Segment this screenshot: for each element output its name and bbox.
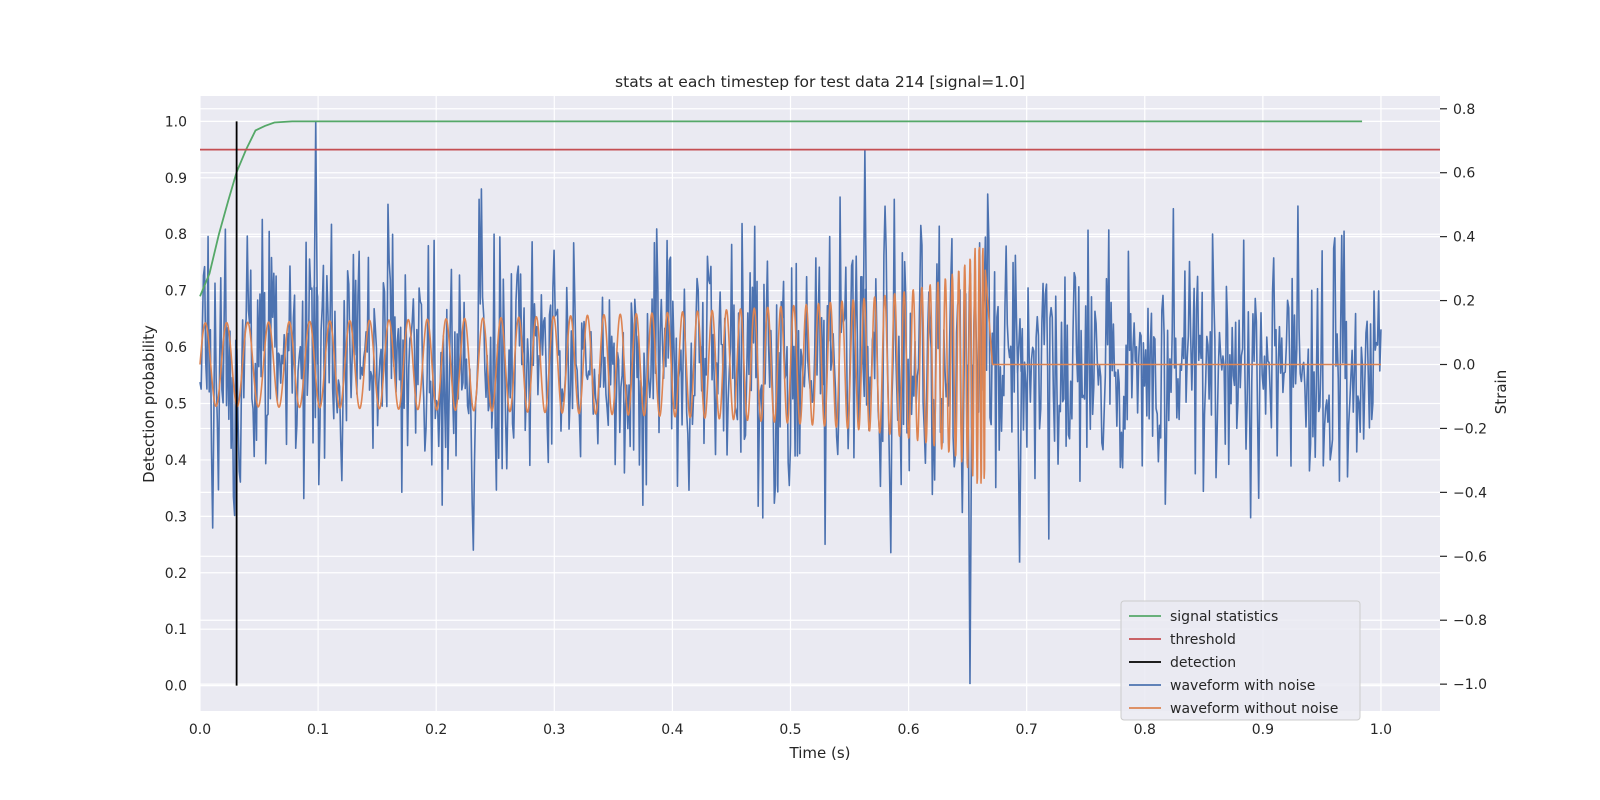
right-y-tick-label: −0.4 [1453,485,1487,501]
x-tick-label: 0.5 [779,722,801,738]
left-y-axis: 0.0 0.1 0.2 0.3 0.4 0.5 0.6 0.7 0.8 0.9 1.0 [165,114,187,694]
x-tick-label: 0.8 [1134,722,1156,738]
series-signal-statistics [199,120,1363,297]
left-y-tick-label: 1.0 [165,114,187,130]
left-y-tick-label: 0.6 [165,340,187,356]
x-tick-label: 0.6 [897,722,919,738]
waveform-with-noise-spike [1016,364,1023,563]
x-tick-label: 0.7 [1016,722,1038,738]
legend-label-waveform-without-noise: waveform without noise [1170,701,1338,717]
legend-label-detection: detection [1170,655,1236,671]
right-y-tick-label: 0.6 [1453,166,1475,182]
left-y-tick-label: 0.5 [165,397,187,413]
legend-label-waveform-with-noise: waveform with noise [1170,678,1315,694]
legend-label-threshold: threshold [1170,632,1236,648]
right-y-tick-label: 0.2 [1453,294,1475,310]
x-tick-label: 0.9 [1252,722,1274,738]
legend-label-signal-statistics: signal statistics [1170,609,1278,625]
x-tick-label: 0.2 [425,722,447,738]
legend-box [1120,600,1361,721]
left-y-tick-label: 0.9 [165,171,187,187]
left-y-tick-label: 0.2 [165,566,187,582]
right-y-tick-label: −0.8 [1453,613,1487,629]
x-tick-label: 0.1 [307,722,329,738]
right-y-tick-label: −1.0 [1453,677,1487,693]
right-y-tick-label: −0.6 [1453,549,1487,565]
waveform-layer [199,121,1382,685]
legend: signal statistics threshold detection wa… [1120,600,1361,721]
legend-item-waveform-without-noise: waveform without noise [1129,701,1338,717]
right-y-tick-label: 0.4 [1453,230,1475,246]
x-tick-label: 0.0 [189,722,211,738]
left-y-axis-label: Detection probability [140,325,158,483]
right-y-tick-label: −0.2 [1453,421,1487,437]
x-axis: 0.0 0.1 0.2 0.3 0.4 0.5 0.6 0.7 0.8 0.9 1.0 [189,722,1392,738]
x-tick-label: 0.3 [543,722,565,738]
x-tick-label: 0.4 [661,722,683,738]
left-y-tick-label: 0.0 [165,679,187,695]
right-y-axis-label: Strain [1492,370,1510,414]
left-y-tick-label: 0.4 [165,453,187,469]
right-y-tick-label: 0.0 [1453,358,1475,374]
series-waveform-without-noise [199,246,1382,484]
legend-item-waveform-with-noise: waveform with noise [1129,678,1315,694]
left-y-tick-label: 0.8 [165,227,187,243]
legend-item-detection: detection [1129,655,1236,671]
series-waveform-with-noise [199,188,1382,554]
x-axis-label: Time (s) [789,744,851,762]
legend-item-signal-statistics: signal statistics [1129,609,1278,625]
x-tick-label: 1.0 [1370,722,1392,738]
left-y-tick-label: 0.7 [165,284,187,300]
right-y-axis: −1.0 −0.8 −0.6 −0.4 −0.2 0.0 0.2 0.4 0.6 0.8 [1440,102,1487,693]
chart-title: stats at each timestep for test data 214… [615,73,1025,91]
stats-layer [199,120,1440,686]
right-y-tick-label: 0.8 [1453,102,1475,118]
legend-item-threshold: threshold [1129,632,1236,648]
left-y-tick-label: 0.1 [165,622,187,638]
left-y-tick-label: 0.3 [165,509,187,525]
